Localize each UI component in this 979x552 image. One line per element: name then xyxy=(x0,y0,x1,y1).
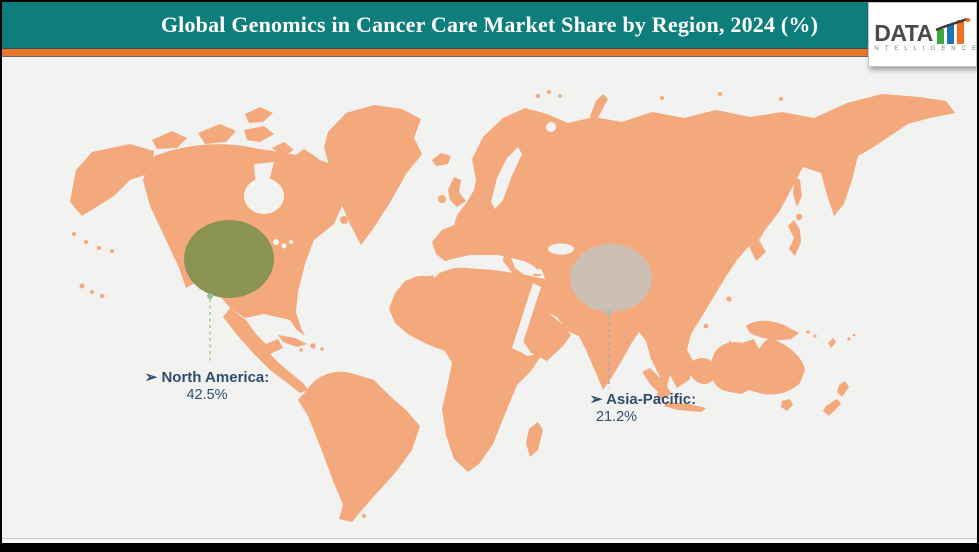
bubble-north-america xyxy=(184,220,274,298)
leader-dot-asia-pacific xyxy=(606,310,612,316)
bubble-asia-pacific xyxy=(570,244,652,312)
label-north-america: ➢ North America: xyxy=(144,369,270,386)
logo-row: DATA xyxy=(874,17,970,46)
label-asia-pacific: ➢ Asia-Pacific: xyxy=(589,391,697,408)
title-bar: Global Genomics in Cancer Care Market Sh… xyxy=(2,2,977,49)
page-title: Global Genomics in Cancer Care Market Sh… xyxy=(160,12,819,37)
logo-tagline: I N T E L L I G E N C E xyxy=(866,45,979,52)
bottom-border xyxy=(2,543,977,550)
bottom-divider xyxy=(2,538,977,539)
value-north-america: 42.5% xyxy=(186,387,228,403)
leader-dot-north-america xyxy=(207,293,213,299)
brand-logo: DATA I N T E L L I G E N C E xyxy=(866,2,979,67)
bottom-margin xyxy=(2,539,977,545)
value-asia-pacific: 21.2% xyxy=(595,409,638,425)
accent-stripe xyxy=(2,49,977,57)
logo-brand-text: DATA xyxy=(874,19,933,46)
med-peninsulas xyxy=(503,254,541,282)
bar-chart-icon xyxy=(935,17,970,44)
